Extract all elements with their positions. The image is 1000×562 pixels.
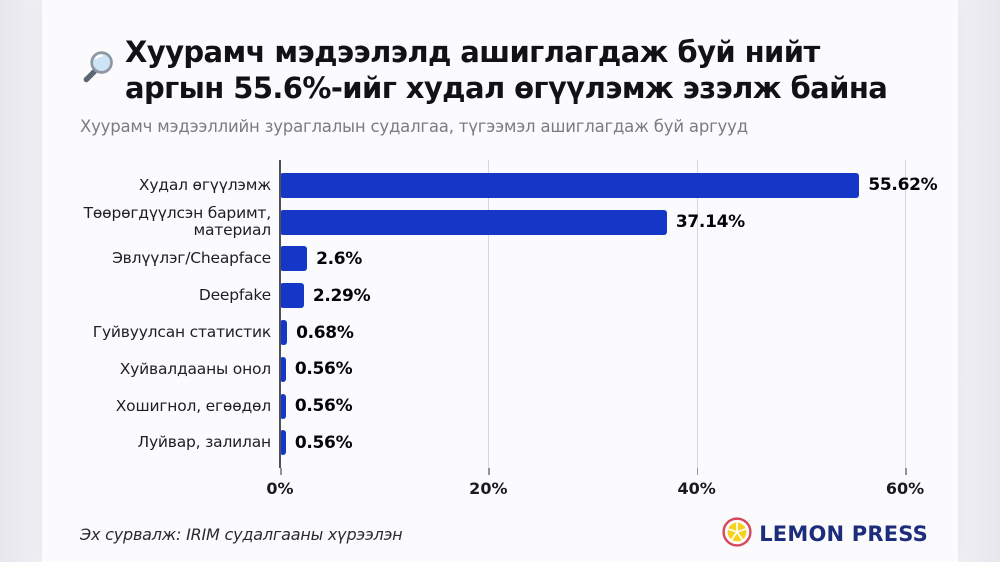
infographic-card: Хуурамч мэдээлэлд ашиглагдаж буй нийт ар… — [42, 0, 958, 562]
x-tick-label: 60% — [885, 479, 925, 499]
brand-name: LEMON PRESS — [759, 522, 928, 547]
x-tick-mark — [696, 468, 699, 476]
bar-value-label: 37.14% — [675, 212, 745, 233]
chart-subtitle: Хуурамч мэдээллийн зураглалын судалгаа, … — [80, 117, 748, 136]
magnifying-glass-icon — [80, 49, 116, 89]
bar-value-label: 0.56% — [294, 396, 353, 417]
category-label: Хошигнол, егөөдөл — [115, 396, 271, 415]
x-tick-mark — [280, 468, 282, 476]
y-axis-line — [279, 160, 281, 469]
category-label: Гуйвуулсан статистик — [92, 323, 272, 342]
gridline — [905, 160, 906, 469]
bar — [280, 430, 286, 456]
bar — [280, 209, 667, 235]
bar — [280, 283, 304, 309]
bar-row: 0.56% — [280, 425, 942, 462]
bar-value-label: 55.62% — [868, 175, 938, 196]
bar-rows: 55.62% 37.14% 2.6% 2.29% 0.68% 0.56% 0.56% 0.56… — [280, 167, 942, 461]
footer: Эх сурвалж: IRIM судалгааны хүрээлэн — [80, 517, 942, 551]
title-line1: Хуурамч мэдээлэлд ашиглагдаж буй нийт — [125, 35, 820, 69]
x-tick-mark — [488, 468, 490, 476]
source-credit: Эх сурвалж: IRIM судалгааны хүрээлэн — [80, 524, 403, 544]
bar — [280, 246, 308, 272]
bar-row: 0.68% — [280, 314, 942, 351]
x-axis: 0% 20% 40% 60% — [266, 468, 942, 504]
bar-row: 2.29% — [280, 277, 942, 314]
brand-logo: LEMON PRESS — [722, 517, 928, 551]
bar-value-label: 2.6% — [316, 248, 363, 269]
bar — [280, 172, 860, 198]
x-tick-label: 40% — [677, 479, 716, 499]
bar-row: 37.14% — [280, 204, 942, 241]
lemon-icon — [722, 517, 752, 551]
x-tick-label: 20% — [469, 479, 508, 499]
category-label: Төөрөгдүүлсэн баримт, материал — [83, 204, 272, 240]
category-label: Хуйвалдааны онол — [119, 359, 271, 378]
gridline — [488, 160, 490, 469]
bar-value-label: 0.56% — [294, 432, 353, 453]
bar — [280, 393, 286, 419]
bar-value-label: 0.68% — [296, 322, 354, 343]
header: Хуурамч мэдээлэлд ашиглагдаж буй нийт ар… — [80, 34, 942, 106]
category-label: Эвлүүлэг/Cheapface — [112, 249, 271, 268]
bar-chart: Худал өгүүлэмж Төөрөгдүүлсэн баримт, мате… — [80, 160, 942, 504]
category-label: Худал өгүүлэмж — [138, 175, 271, 194]
category-label: Deepfake — [198, 286, 271, 305]
bar-row: 0.56% — [280, 388, 942, 425]
gridline — [696, 160, 698, 469]
page-title: Хуурамч мэдээлэлд ашиглагдаж буй нийт ар… — [125, 34, 888, 106]
category-label: Луйвар, залилан — [137, 433, 272, 452]
x-tick-mark — [905, 468, 907, 476]
bar-value-label: 0.56% — [294, 359, 353, 380]
x-tick-label: 0% — [266, 479, 294, 499]
bar-row: 55.62% — [280, 167, 942, 204]
title-line2: аргын 55.6%-ийг худал өгүүлэмж эзэлж бай… — [125, 71, 888, 105]
plot-area: 55.62% 37.14% 2.6% 2.29% 0.68% 0.56% 0.56% 0.56… — [279, 160, 942, 469]
bar — [280, 320, 288, 346]
bar — [280, 356, 286, 382]
bar-row: 2.6% — [280, 241, 942, 278]
bar-row: 0.56% — [280, 351, 942, 388]
category-labels: Худал өгүүлэмж Төөрөгдүүлсэн баримт, мате… — [80, 160, 280, 468]
bar-value-label: 2.29% — [312, 285, 371, 306]
